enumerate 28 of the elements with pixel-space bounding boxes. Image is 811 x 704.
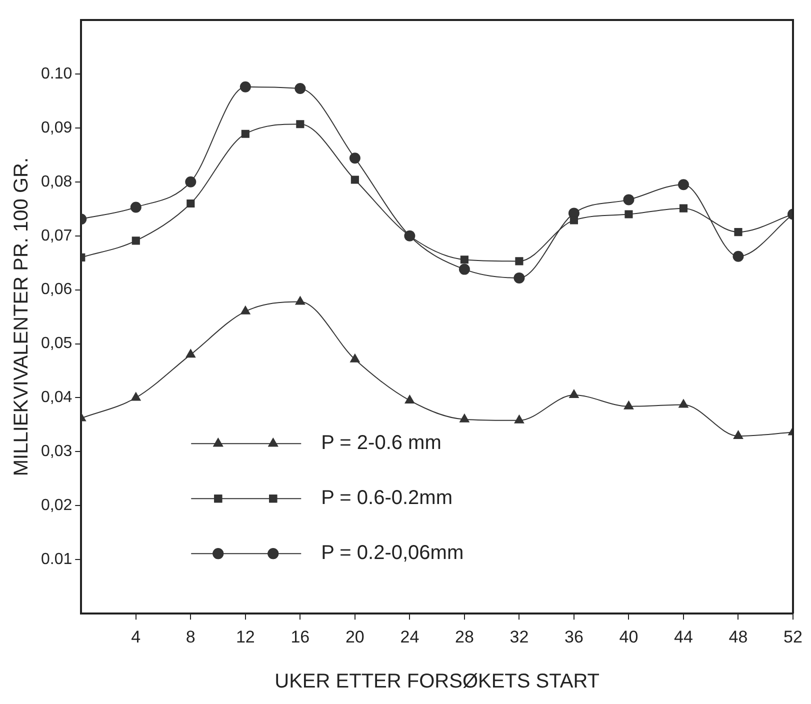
y-tick-label: 0,09 bbox=[41, 119, 72, 136]
legend-label: P = 0.6-0.2mm bbox=[321, 487, 452, 510]
x-tick-label: 44 bbox=[674, 627, 693, 646]
legend-label: P = 2-0.6 mm bbox=[321, 432, 442, 454]
y-tick-label: 0.10 bbox=[41, 65, 72, 82]
x-tick-label: 20 bbox=[345, 627, 364, 646]
y-tick-label: 0.01 bbox=[41, 551, 72, 568]
x-tick-label: 32 bbox=[510, 627, 529, 646]
x-tick-label: 12 bbox=[236, 627, 255, 646]
x-tick-label: 36 bbox=[564, 627, 584, 646]
y-tick-label: 0,07 bbox=[41, 227, 72, 244]
x-tick-label: 8 bbox=[186, 627, 196, 646]
y-tick-label: 0,05 bbox=[41, 335, 72, 352]
y-tick-label: 0,08 bbox=[41, 173, 72, 190]
x-tick-label: 52 bbox=[784, 627, 802, 646]
y-tick-label: 0,04 bbox=[41, 389, 72, 406]
x-axis-title: UKER ETTER FORSØKETS START bbox=[274, 670, 600, 693]
y-axis-title: MILLIEKVIVALENTER PR. 100 GR. bbox=[10, 157, 33, 476]
x-tick-label: 48 bbox=[728, 627, 748, 646]
x-tick-label: 16 bbox=[290, 627, 310, 646]
y-tick-label: 0,03 bbox=[41, 443, 72, 460]
x-tick-label: 4 bbox=[131, 627, 141, 646]
x-tick-label: 40 bbox=[619, 627, 638, 646]
legend-label: P = 0.2-0,06mm bbox=[321, 542, 464, 564]
x-tick-label: 28 bbox=[454, 627, 474, 646]
y-tick-label: 0,02 bbox=[41, 497, 72, 514]
x-tick-label: 24 bbox=[400, 627, 420, 646]
y-tick-label: 0,06 bbox=[41, 281, 72, 298]
